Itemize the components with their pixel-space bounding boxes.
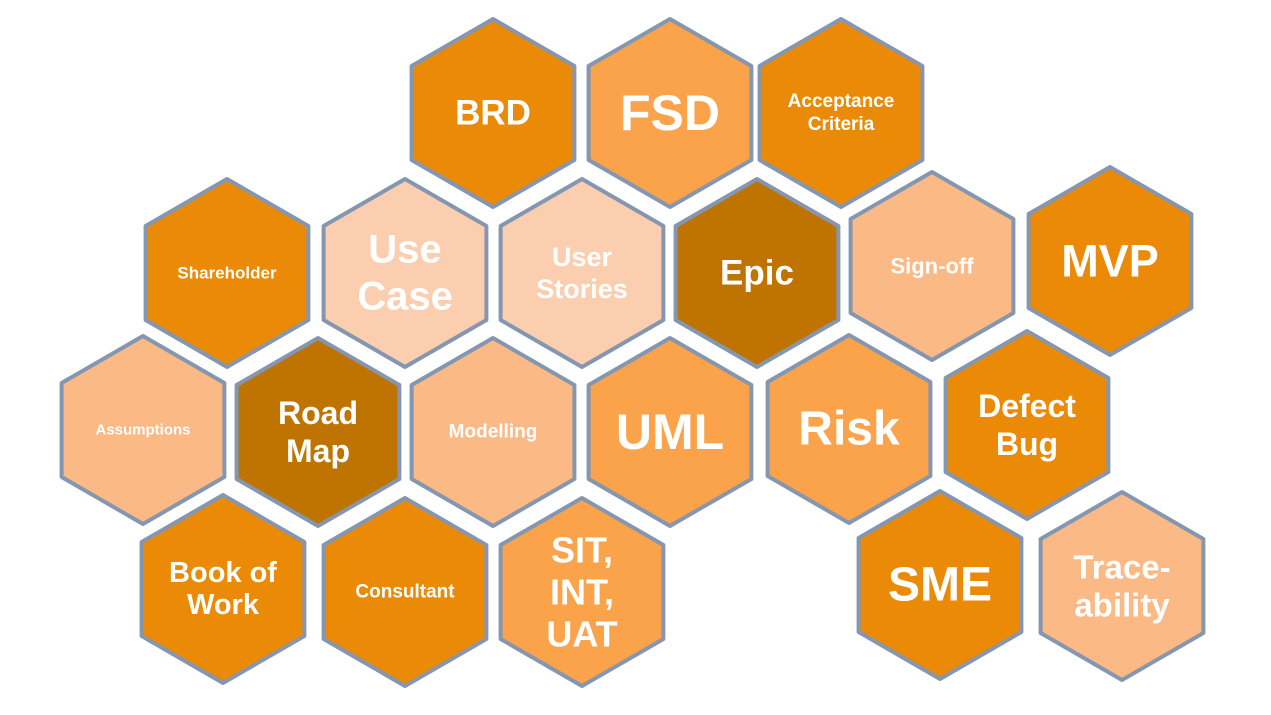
hexagon-epic: Epic xyxy=(673,177,841,369)
hexagon-shape xyxy=(586,17,754,209)
hexagon-label: MVP xyxy=(1061,236,1159,287)
hexagon-shape xyxy=(409,17,577,209)
hexagon-shape xyxy=(139,493,307,685)
hexagon-shape xyxy=(586,336,754,528)
hexagon-label: Acceptance xyxy=(788,91,895,112)
hexagon-sign-off: Sign-off xyxy=(848,170,1016,362)
hexagon-label: Risk xyxy=(798,403,900,456)
hexagon-label: Sign-off xyxy=(890,254,974,279)
hexagon-label: INT, xyxy=(550,572,614,613)
hexagon-shareholder: Shareholder xyxy=(143,177,311,369)
hexagon-label: Criteria xyxy=(808,114,875,135)
hexagon-brd: BRD xyxy=(409,17,577,209)
hexagon-label: SIT, xyxy=(551,530,613,571)
hexagon-label: Use xyxy=(368,228,441,272)
hexagon-label: UAT xyxy=(546,614,617,655)
hexagon-shape xyxy=(943,329,1111,521)
hexagon-label: Road xyxy=(278,395,358,431)
hexagon-label: BRD xyxy=(455,94,531,133)
hexagon-label: Map xyxy=(286,433,350,469)
hexagon-shape xyxy=(848,170,1016,362)
hexagon-shape xyxy=(234,336,402,528)
hexagon-shape xyxy=(143,177,311,369)
hexagon-shape xyxy=(321,496,489,688)
hexagon-risk: Risk xyxy=(765,333,933,525)
hexagon-shape xyxy=(321,177,489,369)
hexagon-shape xyxy=(1026,165,1194,357)
hexagon-shape xyxy=(409,336,577,528)
hexagon-fsd: FSD xyxy=(586,17,754,209)
hexagon-shape xyxy=(673,177,841,369)
hexagon-label: Defect xyxy=(978,388,1076,424)
hexagon-label: Epic xyxy=(720,254,794,293)
hexagon-label: UML xyxy=(616,404,724,460)
hexagon-shape xyxy=(498,496,666,688)
hexagon-label: Case xyxy=(357,275,453,319)
hexagon-label: Shareholder xyxy=(177,264,277,283)
hexagon-sme: SME xyxy=(856,489,1024,681)
hexagon-assumptions: Assumptions xyxy=(59,334,227,526)
hexagon-label: User xyxy=(552,242,613,272)
hexagon-label: Work xyxy=(187,589,260,621)
hexagon-label: ability xyxy=(1074,587,1170,624)
hexagon-label: Assumptions xyxy=(95,422,190,439)
hexagon-label: Modelling xyxy=(449,422,538,443)
hexagon-shape xyxy=(59,334,227,526)
hexagon-shape xyxy=(765,333,933,525)
hexagon-shape xyxy=(1038,490,1206,682)
hexagon-sit-int-uat: SIT,INT,UAT xyxy=(498,496,666,688)
hexagon-label: SME xyxy=(888,559,992,612)
hexagon-label: FSD xyxy=(620,85,720,141)
hexagon-modelling: Modelling xyxy=(409,336,577,528)
hexagon-uml: UML xyxy=(586,336,754,528)
hexagon-label: Stories xyxy=(536,274,628,304)
hexagon-label: Bug xyxy=(996,426,1058,462)
hexagon-label: Trace- xyxy=(1073,549,1170,586)
hexagon-shape xyxy=(856,489,1024,681)
hexagon-traceability: Trace-ability xyxy=(1038,490,1206,682)
hexagon-consultant: Consultant xyxy=(321,496,489,688)
hexagon-label: Consultant xyxy=(355,582,455,603)
hexagon-mvp: MVP xyxy=(1026,165,1194,357)
hexagon-shape xyxy=(757,17,925,209)
hexagon-shape xyxy=(498,177,666,369)
hexagon-label: Book of xyxy=(169,557,277,589)
